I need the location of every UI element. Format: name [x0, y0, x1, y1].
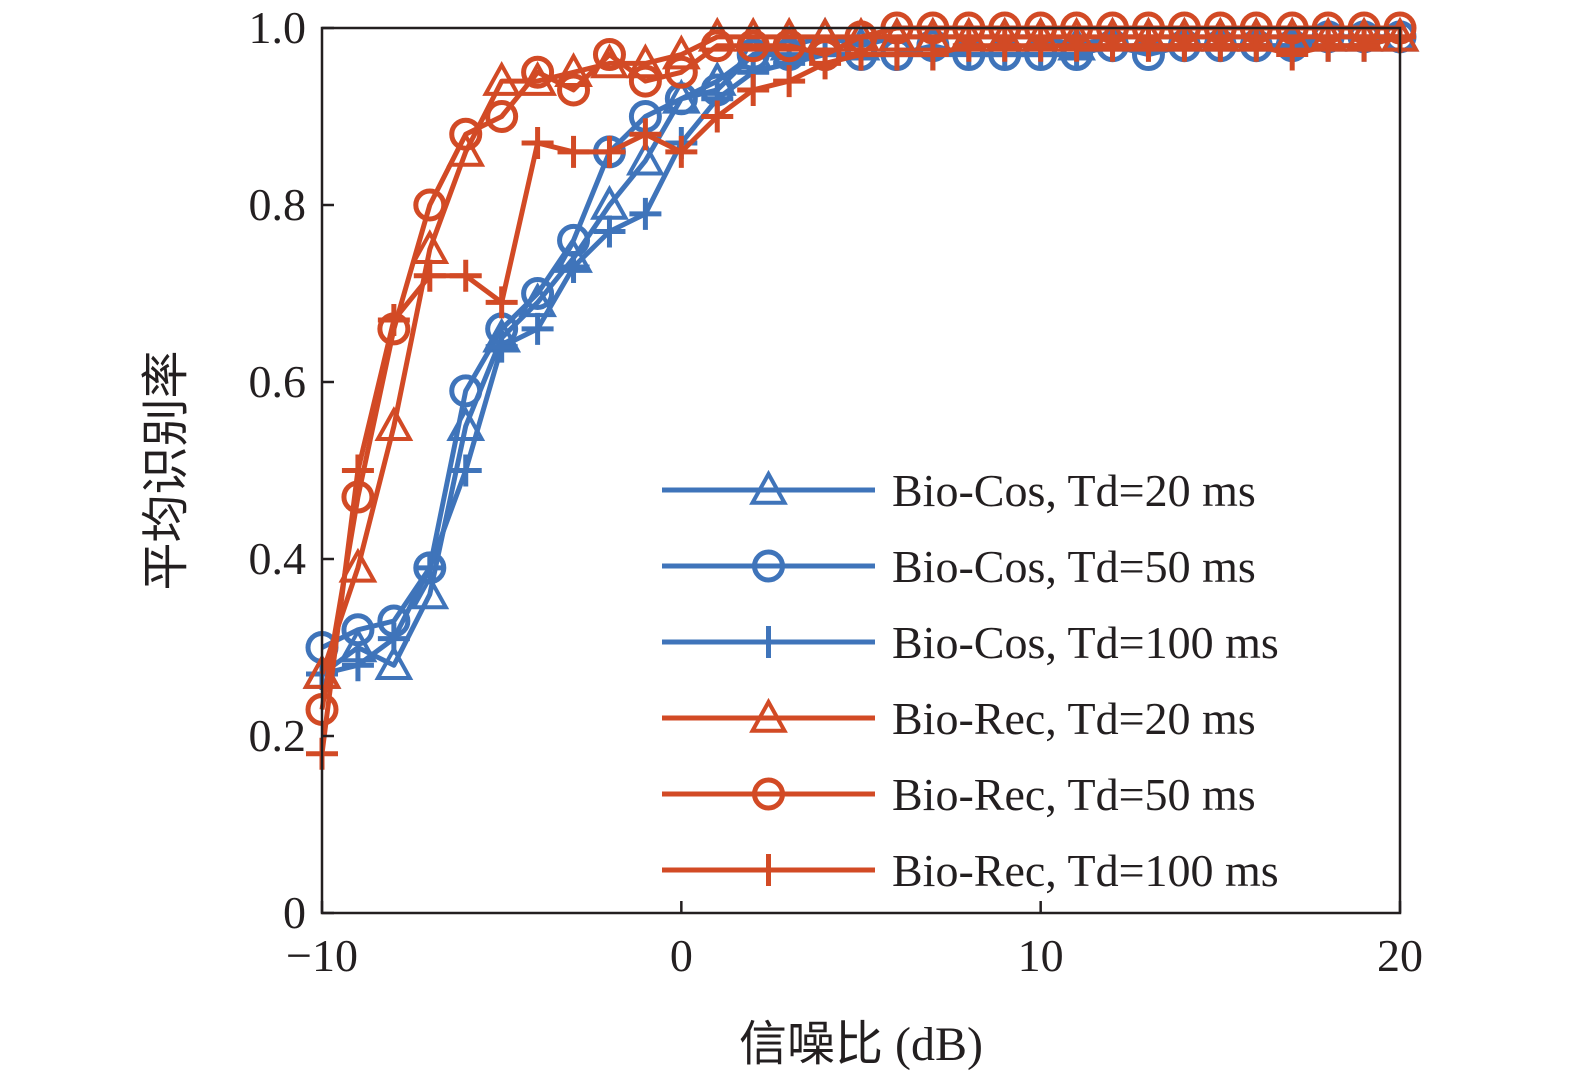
- data-point: [1348, 29, 1381, 62]
- data-point: [410, 574, 450, 610]
- data-point: [1024, 29, 1057, 62]
- data-point: [557, 135, 590, 168]
- data-point: [665, 135, 698, 168]
- data-point: [952, 29, 985, 62]
- legend-entry: Bio-Cos, Td=100 ms: [662, 617, 1279, 668]
- y-tick-label: 0.4: [249, 533, 307, 584]
- data-point: [845, 38, 877, 71]
- data-point: [1132, 29, 1165, 62]
- data-point: [1312, 29, 1345, 62]
- data-point: [988, 29, 1021, 62]
- data-point: [626, 43, 665, 79]
- legend-label: Bio-Cos, Td=50 ms: [892, 541, 1256, 592]
- legend-marker: [752, 854, 785, 886]
- series-line: [319, 25, 1400, 710]
- legend-label: Bio-Cos, Td=100 ms: [892, 617, 1279, 668]
- x-tick-label: 10: [1018, 930, 1064, 981]
- data-point: [628, 64, 662, 98]
- data-point: [592, 38, 626, 72]
- legend-entry: Bio-Rec, Td=20 ms: [662, 693, 1256, 744]
- data-point: [1168, 29, 1201, 62]
- data-point: [374, 406, 414, 442]
- legend-marker: [749, 469, 788, 505]
- x-axis-title: 信噪比 (dB): [739, 1018, 983, 1071]
- data-point: [341, 649, 374, 682]
- data-point: [377, 304, 410, 337]
- data-point: [1096, 29, 1129, 62]
- axis-ticks: 00.20.40.60.81.0−10 0 10 20: [249, 2, 1424, 981]
- data-point: [1204, 29, 1237, 62]
- legend-entry: Bio-Cos, Td=20 ms: [662, 465, 1256, 516]
- data-point: [701, 100, 734, 133]
- legend-entry: Bio-Cos, Td=50 ms: [662, 541, 1256, 592]
- data-point: [880, 38, 913, 71]
- legend-label: Bio-Rec, Td=20 ms: [892, 693, 1256, 744]
- legend-marker: [752, 777, 785, 811]
- data-point: [1240, 29, 1273, 62]
- data-point: [341, 454, 374, 487]
- data-point: [413, 188, 447, 222]
- legend-label: Bio-Rec, Td=100 ms: [892, 845, 1279, 896]
- data-point: [557, 73, 591, 107]
- data-point: [377, 622, 410, 655]
- series-layer: [302, 11, 1420, 770]
- data-point: [338, 547, 378, 583]
- data-point: [485, 286, 518, 319]
- data-point: [521, 312, 554, 345]
- data-point: [1276, 38, 1309, 71]
- legend-entry: Bio-Rec, Td=100 ms: [662, 845, 1279, 896]
- data-point: [554, 52, 593, 88]
- data-point: [629, 118, 662, 151]
- data-point: [736, 29, 770, 63]
- data-point: [449, 117, 483, 151]
- data-point: [449, 374, 483, 408]
- data-point: [916, 38, 949, 71]
- data-point: [341, 613, 375, 647]
- data-point: [482, 60, 522, 96]
- legend: Bio-Cos, Td=20 ms Bio-Cos, Td=50 ms Bio-Co…: [662, 465, 1279, 896]
- series-6: [306, 20, 1416, 770]
- data-point: [374, 645, 414, 680]
- legend-label: Bio-Cos, Td=20 ms: [892, 465, 1256, 516]
- y-tick-label: 0: [283, 887, 306, 938]
- x-tick-label: −10: [286, 930, 358, 981]
- data-point: [629, 197, 662, 230]
- legend-marker: [752, 626, 785, 658]
- data-point: [449, 259, 482, 292]
- legend-marker: [752, 549, 785, 583]
- data-point: [773, 65, 806, 98]
- data-point: [521, 127, 554, 160]
- data-point: [772, 29, 806, 63]
- y-tick-label: 1.0: [249, 2, 307, 53]
- y-axis-title: 平均识别率: [140, 350, 193, 590]
- legend-marker: [749, 697, 788, 733]
- y-tick-label: 0.8: [249, 179, 307, 230]
- data-point: [661, 34, 701, 70]
- data-point: [485, 100, 519, 133]
- data-point: [521, 55, 555, 89]
- x-tick-label: 20: [1377, 930, 1423, 981]
- data-point: [626, 140, 665, 176]
- data-point: [485, 330, 518, 363]
- legend-label: Bio-Rec, Td=50 ms: [892, 769, 1256, 820]
- data-point: [593, 135, 626, 168]
- y-tick-label: 0.6: [249, 356, 307, 407]
- data-point: [809, 47, 842, 80]
- x-tick-label: 0: [670, 930, 693, 981]
- data-point: [521, 277, 555, 310]
- data-point: [664, 55, 698, 89]
- data-point: [737, 73, 770, 106]
- legend-entry: Bio-Rec, Td=50 ms: [662, 769, 1256, 820]
- data-point: [413, 551, 446, 584]
- data-point: [557, 250, 590, 283]
- data-point: [1060, 29, 1093, 62]
- data-point: [413, 259, 446, 292]
- data-point: [593, 215, 626, 248]
- y-tick-label: 0.2: [249, 710, 307, 761]
- plot-area-frame: [320, 26, 1402, 915]
- data-point: [700, 29, 734, 63]
- data-point: [449, 454, 482, 487]
